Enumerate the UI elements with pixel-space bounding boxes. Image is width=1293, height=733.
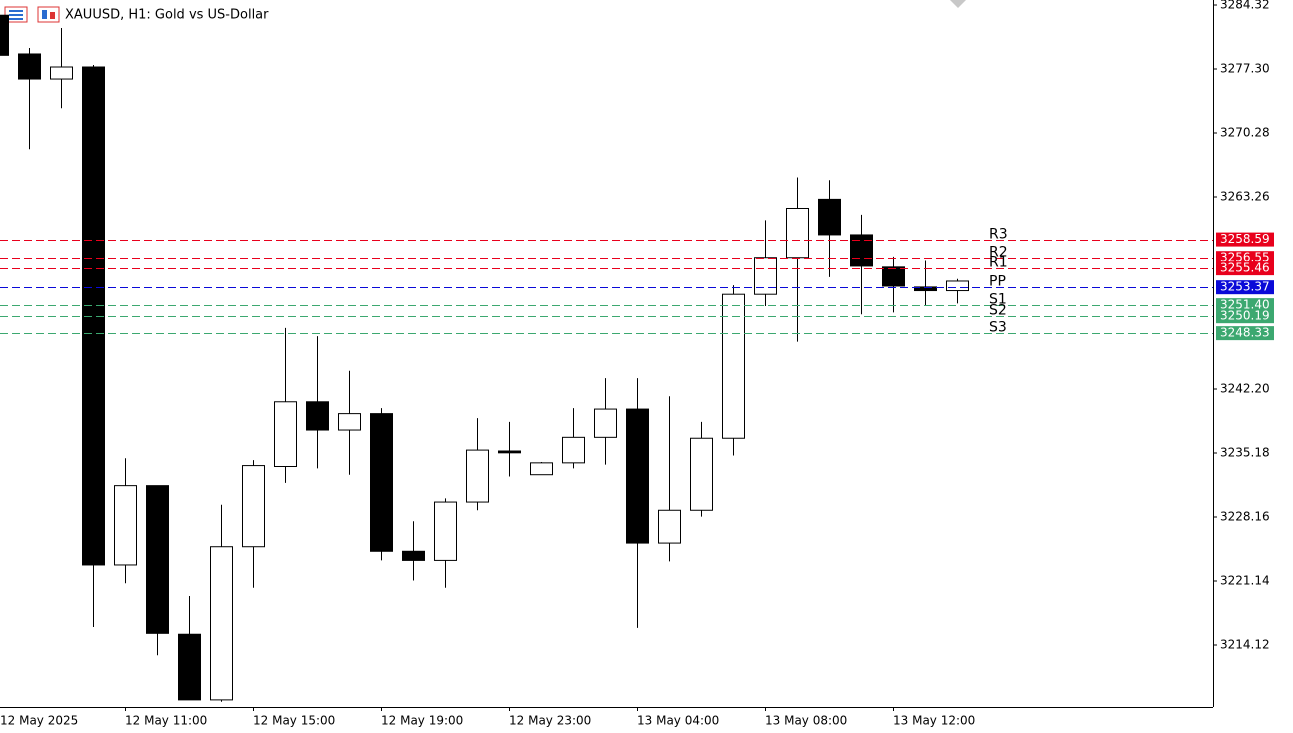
y-tick-label: 3284.32 [1220, 0, 1270, 12]
price-label-box [1216, 326, 1274, 341]
x-tick-label: 13 May 08:00 [765, 714, 847, 728]
menu-icon-line [9, 14, 23, 16]
x-tick-label: 12 May 2025 [0, 714, 78, 728]
price-label: 3250.19 [1220, 309, 1270, 323]
y-tick-label: 3242.20 [1220, 382, 1270, 396]
price-label: 3251.40 [1220, 298, 1270, 312]
x-tick-label: 13 May 12:00 [893, 714, 975, 728]
y-tick-label: 3235.18 [1220, 446, 1270, 460]
chart-icon[interactable] [37, 6, 60, 23]
pivot-name: S2 [989, 303, 1007, 319]
candle-body [466, 449, 489, 503]
header: XAUUSD, H1: Gold vs US-Dollar [4, 6, 269, 23]
price-label: 3255.46 [1220, 261, 1270, 275]
chart-title: XAUUSD, H1: Gold vs US-Dollar [65, 8, 269, 23]
candle-body [818, 198, 841, 236]
candle-body [178, 633, 201, 701]
candle-body [498, 450, 521, 454]
candle-body [114, 485, 137, 566]
pivot-name: S1 [989, 292, 1007, 308]
price-label-box [1216, 298, 1274, 313]
x-tick-label: 12 May 11:00 [125, 714, 207, 728]
candle-body [434, 501, 457, 561]
plot-area [0, 14, 969, 702]
candle-body [626, 408, 649, 544]
price-label-box [1216, 232, 1274, 247]
candle-body [786, 207, 809, 259]
candle-body [946, 280, 969, 292]
price-label: 3258.59 [1220, 232, 1270, 246]
candle-body [914, 286, 937, 292]
candle-body [402, 550, 425, 561]
candle-body [530, 462, 553, 476]
price-label-box [1216, 280, 1274, 295]
y-tick-label: 3270.28 [1220, 126, 1270, 140]
scroll-marker [950, 0, 966, 8]
candle-body [658, 509, 681, 544]
pivot-name: R2 [989, 245, 1008, 261]
price-label: 3248.33 [1220, 326, 1270, 340]
candle-body [82, 66, 105, 566]
candle-body [594, 408, 617, 438]
candle-body [18, 53, 41, 80]
candle-body [210, 546, 233, 701]
candle-body [242, 465, 265, 548]
candle-body [754, 257, 777, 295]
candle-body [146, 485, 169, 634]
candle-body [690, 437, 713, 511]
pivot-name: R3 [989, 227, 1008, 243]
x-tick-label: 12 May 23:00 [509, 714, 591, 728]
candle-body [370, 413, 393, 552]
x-tick-label: 13 May 04:00 [637, 714, 719, 728]
x-tick-label: 12 May 19:00 [381, 714, 463, 728]
y-tick-label: 3214.12 [1220, 638, 1270, 652]
price-label-box [1216, 309, 1274, 324]
y-tick-label: 3221.14 [1220, 574, 1270, 588]
chart-icon-bar [42, 10, 47, 19]
y-tick-label: 3228.16 [1220, 510, 1270, 524]
candle-body [306, 401, 329, 431]
candle-body [338, 413, 361, 431]
candle-body [722, 293, 745, 439]
candle-body [50, 66, 73, 80]
y-tick-label: 3263.26 [1220, 190, 1270, 204]
menu-icon-line [9, 10, 23, 12]
price-label: 3253.37 [1220, 280, 1270, 294]
pivot-name: PP [989, 274, 1006, 290]
x-tick-label: 12 May 15:00 [253, 714, 335, 728]
candle-body [882, 266, 905, 287]
chart-icon-bar [50, 12, 55, 19]
pivot-name: R1 [989, 255, 1008, 271]
candle-body [850, 234, 873, 267]
y-tick-label: 3277.30 [1220, 62, 1270, 76]
candle-body [562, 436, 585, 464]
price-label-box [1216, 261, 1274, 276]
menu-icon-line [9, 18, 23, 20]
pivot-name: S3 [989, 320, 1007, 336]
candle-body [274, 401, 297, 468]
candle-body [0, 14, 9, 56]
